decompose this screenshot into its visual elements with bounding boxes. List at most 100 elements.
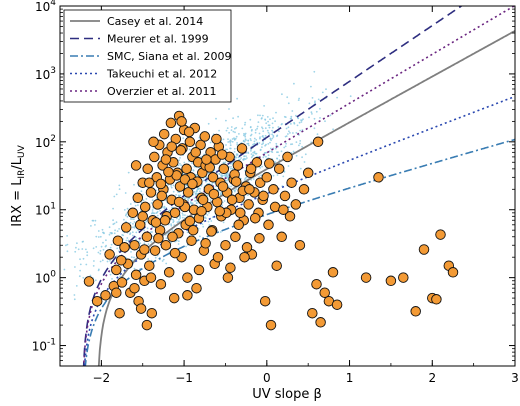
background-point: [230, 140, 232, 143]
background-point: [159, 209, 162, 212]
background-point: [304, 153, 307, 156]
background-point: [319, 117, 321, 119]
background-point: [247, 139, 250, 142]
background-point: [132, 226, 134, 229]
background-point: [132, 223, 134, 225]
background-point: [301, 156, 303, 159]
background-point: [310, 85, 312, 88]
background-point: [313, 117, 316, 120]
x-tick-label: 0: [263, 371, 271, 385]
data-point: [207, 172, 219, 183]
background-point: [133, 183, 135, 186]
background-point: [227, 138, 229, 141]
background-point: [131, 231, 134, 234]
background-point: [232, 130, 235, 133]
background-point: [112, 207, 114, 210]
background-point: [151, 226, 154, 229]
data-point: [232, 160, 244, 171]
background-point: [254, 129, 257, 131]
background-point: [124, 214, 127, 217]
y-tick-label: 102: [35, 134, 56, 150]
background-point: [193, 197, 196, 199]
background-point: [125, 239, 128, 242]
background-point: [156, 210, 159, 213]
background-point: [177, 240, 180, 243]
background-point: [230, 165, 232, 168]
background-point: [284, 135, 287, 138]
background-point: [156, 214, 159, 217]
background-point: [109, 259, 111, 262]
background-point: [101, 259, 104, 262]
data-point: [174, 181, 186, 192]
background-point: [310, 111, 313, 114]
background-point: [219, 231, 222, 233]
background-point: [133, 221, 136, 223]
background-point: [102, 241, 104, 244]
background-point: [245, 155, 247, 158]
data-point: [135, 303, 147, 314]
background-point: [198, 190, 201, 193]
background-point: [258, 142, 261, 144]
background-point: [228, 131, 231, 134]
y-axis-label: IRX = LIR/LUV: [10, 144, 27, 226]
background-point: [265, 155, 267, 158]
data-point: [211, 133, 222, 145]
background-point: [315, 110, 318, 113]
data-point: [206, 226, 217, 237]
background-point: [250, 139, 252, 142]
background-point: [233, 127, 236, 130]
background-point: [271, 122, 274, 125]
background-point: [246, 157, 248, 159]
data-point: [155, 278, 167, 290]
data-point: [155, 178, 167, 190]
background-point: [225, 148, 227, 151]
background-point: [247, 151, 250, 154]
background-point: [143, 242, 146, 245]
background-point: [99, 252, 102, 255]
background-point: [270, 147, 272, 150]
background-point: [95, 235, 98, 238]
background-point: [233, 138, 236, 141]
background-point: [110, 232, 113, 235]
background-point: [178, 191, 181, 194]
background-point: [261, 143, 263, 146]
background-point: [66, 250, 69, 253]
data-point: [153, 233, 164, 244]
background-point: [79, 263, 82, 266]
data-point: [175, 145, 187, 156]
data-point: [225, 262, 236, 273]
background-point: [178, 220, 180, 223]
background-point: [249, 138, 252, 140]
background-point: [94, 279, 97, 282]
data-point: [360, 272, 372, 283]
background-point: [265, 151, 268, 154]
background-point: [231, 138, 234, 140]
data-point: [311, 278, 322, 290]
background-point: [295, 154, 298, 157]
background-point: [261, 126, 263, 129]
background-point: [221, 204, 224, 207]
background-point: [147, 258, 150, 260]
legend-entry-label: Takeuchi et al. 2012: [106, 68, 217, 81]
background-point: [231, 140, 234, 143]
background-point: [237, 115, 240, 118]
background-point: [81, 248, 84, 250]
background-point: [245, 139, 247, 142]
background-point: [259, 149, 262, 152]
background-point: [252, 178, 255, 180]
data-point: [181, 163, 192, 175]
legend: Casey et al. 2014 Meurer et al. 1999 SMC, …: [63, 9, 232, 103]
background-point: [236, 97, 239, 100]
data-point: [141, 319, 153, 331]
data-point: [156, 190, 168, 202]
data-point: [230, 231, 241, 243]
background-point: [256, 125, 259, 128]
data-point: [431, 294, 442, 305]
data-point: [315, 317, 326, 328]
background-point: [202, 225, 205, 228]
background-point: [143, 229, 146, 232]
background-point: [265, 122, 268, 125]
background-point: [177, 164, 180, 167]
background-point: [230, 126, 233, 128]
background-point: [299, 167, 302, 170]
